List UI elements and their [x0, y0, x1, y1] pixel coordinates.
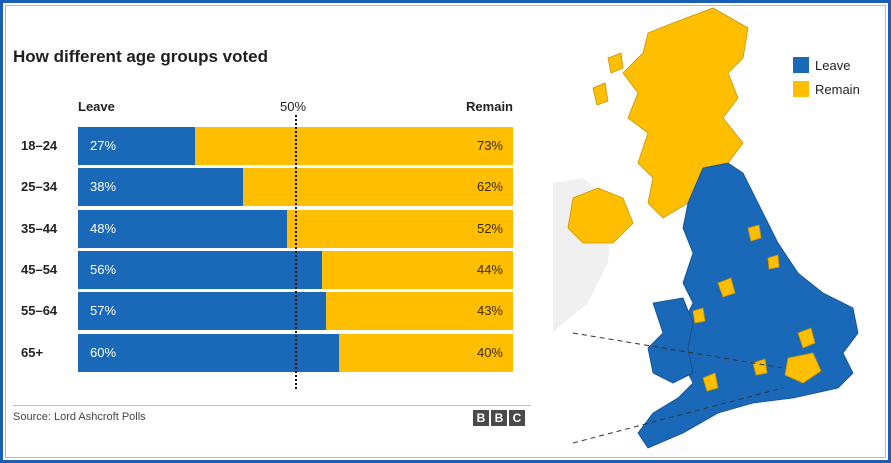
leave-bar: [78, 250, 322, 289]
footer-rule: [13, 405, 531, 406]
leave-value-label: 57%: [90, 303, 117, 319]
remain-bar: [339, 333, 513, 372]
chart-title: How different age groups voted: [13, 47, 269, 66]
legend-item-leave: Leave: [793, 53, 860, 77]
scotland-islands: [592, 52, 624, 106]
legend-swatch-leave: [793, 57, 809, 73]
leave-bar: [78, 127, 196, 165]
leave-value-label: 38%: [90, 179, 117, 195]
remain-value-label: 40%: [476, 344, 503, 360]
remain-header: Remain: [466, 99, 513, 114]
bbc-logo-block: B: [473, 410, 489, 426]
oxford-cambridge-remain: [752, 327, 816, 376]
leave-bar: [78, 209, 287, 248]
leave-header: Leave: [78, 99, 115, 114]
fifty-percent-label: 50%: [280, 99, 307, 114]
age-group-label: 45–54: [21, 261, 58, 277]
legend-item-remain: Remain: [793, 77, 860, 101]
remain-bar: [286, 209, 513, 248]
remain-bar: [195, 127, 513, 165]
frame-inner-border: [5, 5, 886, 458]
remain-bar: [243, 168, 513, 207]
fifty-percent-line: [294, 115, 297, 389]
leave-value-label: 60%: [90, 344, 117, 360]
remain-value-label: 43%: [476, 303, 503, 319]
london-remain: [784, 352, 822, 384]
age-group-label: 35–44: [21, 220, 58, 236]
leave-bar: [78, 168, 244, 207]
scotland-region: [622, 7, 749, 219]
leave-value-label: 48%: [90, 220, 117, 236]
leave-bar: [78, 333, 339, 372]
northern-ireland-region: [567, 187, 634, 244]
remain-bar: [321, 250, 513, 289]
legend-label-remain: Remain: [815, 81, 860, 97]
legend-swatch-remain: [793, 81, 809, 97]
age-group-label: 25–34: [21, 179, 58, 195]
bbc-logo-block: C: [509, 410, 525, 426]
map-legend: Leave Remain: [793, 53, 860, 101]
zoom-guide-line: [572, 387, 784, 444]
bristol-remain: [702, 372, 719, 392]
remain-bar: [325, 292, 513, 331]
legend-label-leave: Leave: [815, 57, 851, 73]
leave-bar: [78, 292, 326, 331]
age-group-label: 65+: [21, 344, 44, 360]
wales-region: [647, 297, 694, 384]
remain-value-label: 44%: [476, 261, 503, 277]
age-group-label: 18–24: [21, 138, 58, 153]
cities-remain: [692, 224, 780, 324]
remain-value-label: 73%: [476, 138, 503, 153]
remain-value-label: 62%: [476, 179, 503, 195]
leave-value-label: 56%: [90, 261, 117, 277]
bbc-logo: B B C: [473, 410, 525, 426]
remain-value-label: 52%: [476, 220, 503, 236]
source-note: Source: Lord Ashcroft Polls: [13, 411, 146, 423]
uk-referendum-map: [553, 7, 859, 449]
bbc-logo-block: B: [491, 410, 507, 426]
leave-value-label: 27%: [90, 138, 117, 153]
age-group-label: 55–64: [21, 303, 58, 319]
